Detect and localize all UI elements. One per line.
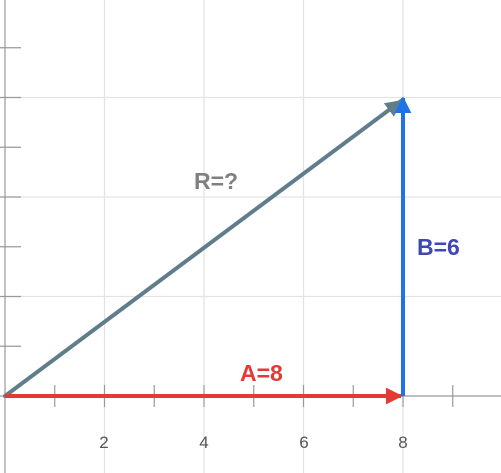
x-tick-label: 2 bbox=[99, 433, 108, 452]
x-tick-label: 8 bbox=[398, 433, 407, 452]
vector-r-arrow bbox=[3, 99, 403, 398]
x-tick-label: 6 bbox=[299, 433, 308, 452]
vector-b-label: B=6 bbox=[417, 234, 460, 260]
x-tick-label: 4 bbox=[199, 433, 208, 452]
x-tick-labels: 2 4 6 8 bbox=[99, 433, 407, 452]
vector-a-label: A=8 bbox=[240, 360, 283, 386]
ticks bbox=[0, 47, 454, 407]
vector-r-label: R=? bbox=[194, 168, 238, 194]
